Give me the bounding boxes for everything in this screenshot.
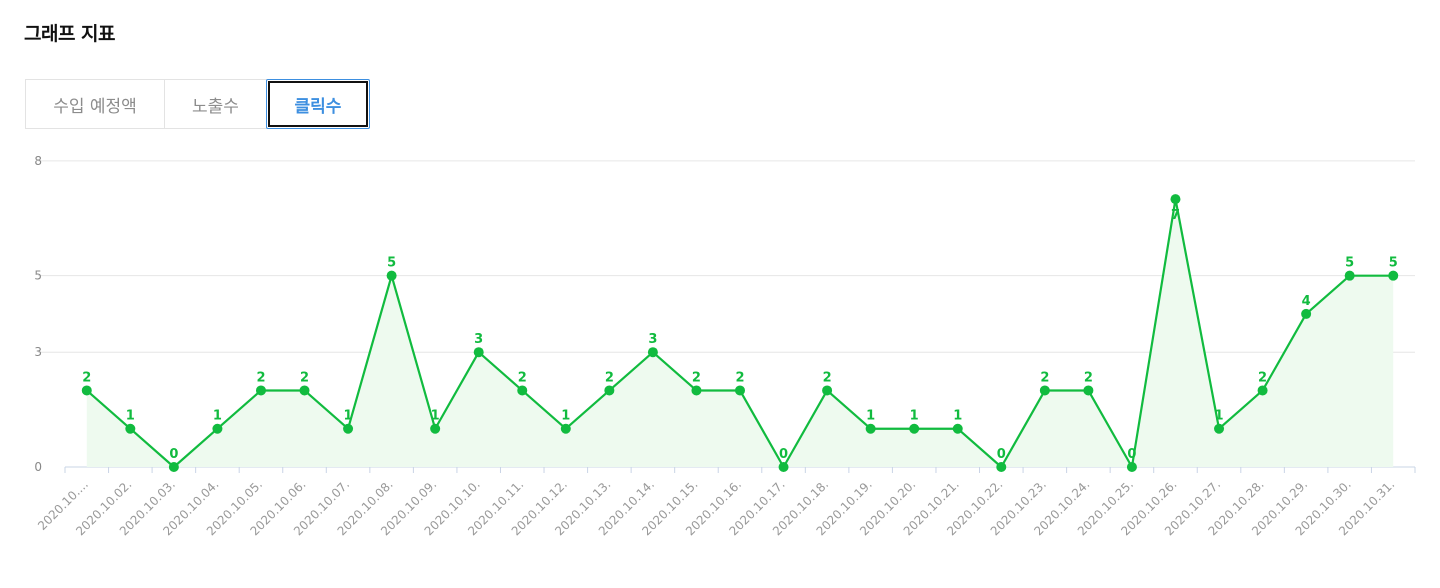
data-label: 5 xyxy=(1345,256,1354,271)
data-point xyxy=(952,423,963,434)
data-label: 2 xyxy=(823,370,832,385)
data-point xyxy=(255,385,266,396)
data-label: 3 xyxy=(648,332,657,347)
data-label: 2 xyxy=(692,370,701,385)
data-label: 1 xyxy=(126,409,135,424)
data-label: 1 xyxy=(953,409,962,424)
data-point xyxy=(299,385,310,396)
y-tick-label: 5 xyxy=(34,269,42,283)
data-point xyxy=(909,423,920,434)
data-point xyxy=(168,462,179,472)
data-label: 5 xyxy=(387,256,396,271)
data-label: 2 xyxy=(1258,370,1267,385)
data-label: 7 xyxy=(1171,208,1180,223)
data-point xyxy=(125,423,136,434)
data-point xyxy=(517,385,528,396)
data-point xyxy=(1301,308,1312,319)
y-tick-label: 3 xyxy=(34,345,42,359)
data-label: 0 xyxy=(997,447,1006,462)
y-tick-label: 8 xyxy=(34,154,42,168)
page-title: 그래프 지표 xyxy=(24,23,116,45)
data-label: 1 xyxy=(561,409,570,424)
data-point xyxy=(996,462,1007,472)
data-label: 0 xyxy=(1127,447,1136,462)
data-point xyxy=(778,462,789,472)
data-point xyxy=(473,347,484,358)
data-label: 2 xyxy=(605,370,614,385)
data-point xyxy=(822,385,833,396)
data-label: 1 xyxy=(910,409,919,424)
data-label: 5 xyxy=(1389,256,1398,271)
data-label: 2 xyxy=(1040,370,1049,385)
data-point xyxy=(81,385,92,396)
data-label: 1 xyxy=(213,409,222,424)
data-label: 2 xyxy=(1084,370,1093,385)
data-point xyxy=(1388,270,1399,281)
data-label: 2 xyxy=(300,370,309,385)
data-point xyxy=(1083,385,1094,396)
data-point xyxy=(735,385,745,396)
data-point xyxy=(560,423,571,434)
data-label: 1 xyxy=(1215,409,1224,424)
data-label: 3 xyxy=(474,332,483,347)
data-label: 0 xyxy=(779,447,788,462)
data-label: 4 xyxy=(1302,294,1311,309)
tab-expected-revenue[interactable]: 수입 예정액 xyxy=(25,79,165,129)
tab-impressions[interactable]: 노출수 xyxy=(164,79,267,129)
data-label: 2 xyxy=(735,370,744,385)
data-point xyxy=(386,270,397,281)
metric-tabs: 수입 예정액 노출수 클릭수 xyxy=(25,79,370,129)
data-point xyxy=(604,385,615,396)
data-label: 1 xyxy=(866,409,875,424)
data-point xyxy=(691,385,702,396)
y-tick-label: 0 xyxy=(34,460,42,474)
data-label: 2 xyxy=(518,370,527,385)
data-label: 2 xyxy=(256,370,265,385)
tab-clicks[interactable]: 클릭수 xyxy=(266,79,370,129)
data-point xyxy=(343,423,354,434)
data-point xyxy=(1214,423,1225,434)
data-label: 1 xyxy=(431,409,440,424)
data-point xyxy=(430,423,441,434)
data-point xyxy=(1126,462,1137,472)
data-label: 0 xyxy=(169,447,178,462)
data-label: 2 xyxy=(82,370,91,385)
data-point xyxy=(1344,270,1355,281)
clicks-line-chart: 03582020.10....2020.10.02.2020.10.03.202… xyxy=(34,154,1416,538)
data-label: 1 xyxy=(344,409,353,424)
clicks-chart: 0 3 5 8 2020.10.... 2020.10.02. 2020.10.03. 202… xyxy=(0,150,1440,584)
area-fill xyxy=(86,199,1394,467)
data-point xyxy=(1039,385,1050,396)
data-point xyxy=(1257,385,1268,396)
data-point xyxy=(865,423,876,434)
data-point xyxy=(212,423,223,434)
data-point xyxy=(647,347,658,358)
data-point xyxy=(1170,194,1181,205)
